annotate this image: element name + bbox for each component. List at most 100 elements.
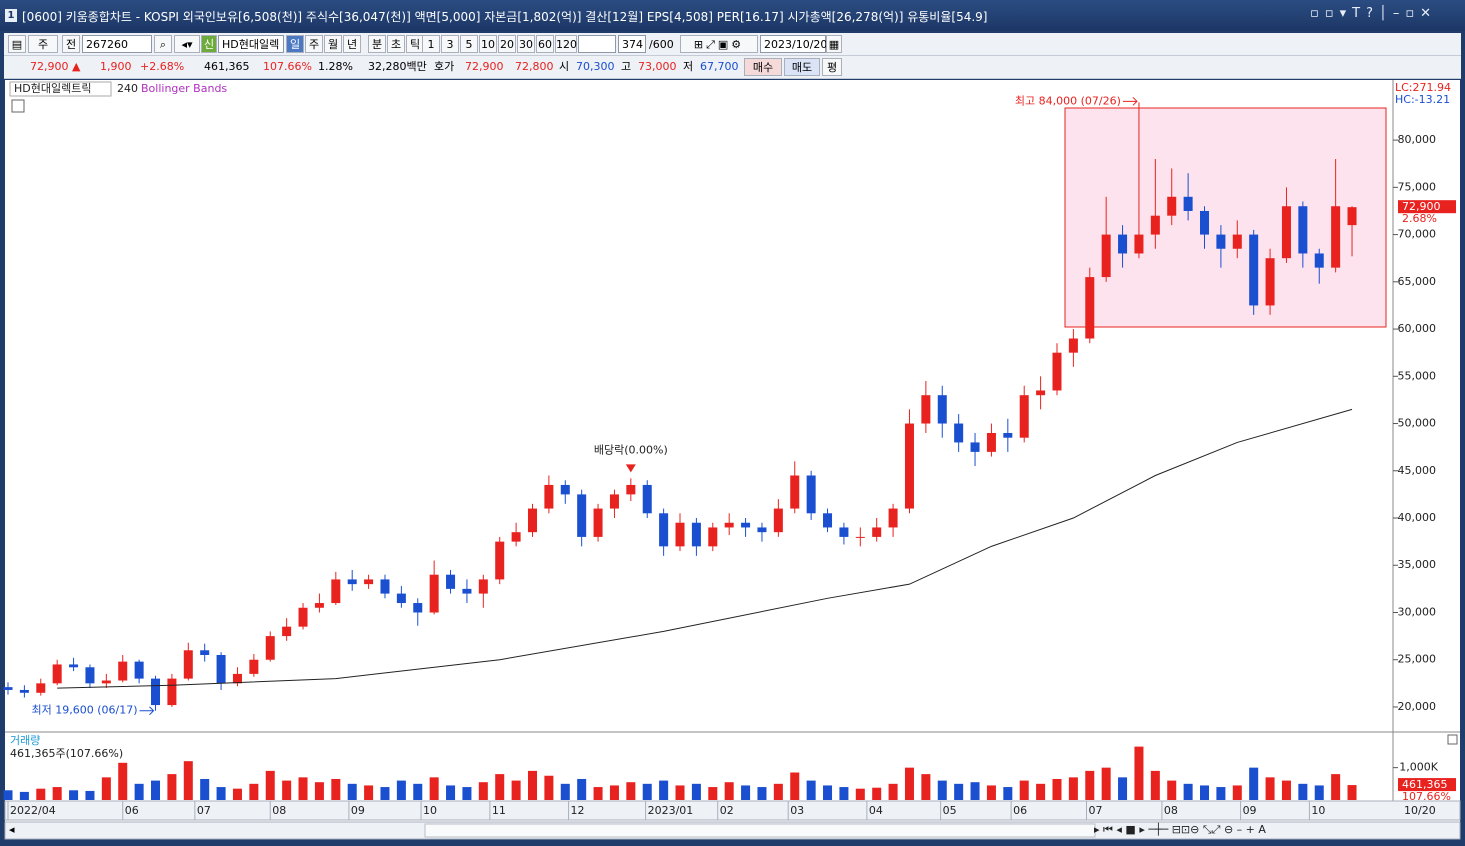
annotation-high: 최고 84,000 (07/26) <box>1015 94 1121 107</box>
candle-body <box>659 513 669 547</box>
toolbar-button[interactable]: 분 <box>368 35 386 53</box>
toolbar-button[interactable]: 30 <box>517 35 535 53</box>
date-input[interactable]: 2023/10/20 <box>760 35 827 53</box>
toolbar-button[interactable]: 5 <box>460 35 478 53</box>
scroll-left[interactable]: ◂ <box>9 823 15 836</box>
volume-bar <box>1036 783 1046 800</box>
arrow-dividend <box>625 464 636 473</box>
x-tick-label: 2022/04 <box>10 804 56 817</box>
window-controls[interactable]: ▫▫▾T?│–▫✕ <box>1310 6 1438 21</box>
toolbar-button[interactable]: 120 <box>555 35 577 53</box>
candle-body <box>544 484 554 509</box>
x-tick-label: 12 <box>571 804 585 817</box>
candle-body <box>560 484 570 495</box>
candle-body <box>118 661 128 681</box>
toolbar-button[interactable]: 20 <box>498 35 516 53</box>
toolbar-button[interactable]: 년 <box>343 35 361 53</box>
toolbar-button[interactable]: 60 <box>536 35 554 53</box>
candle-body <box>937 395 947 424</box>
volume-bar <box>1003 787 1013 800</box>
volume-bar <box>282 780 292 800</box>
volume-bar <box>855 788 865 800</box>
x-tick-label: 11 <box>492 804 506 817</box>
candle-body <box>904 423 914 509</box>
volume-bar <box>527 770 538 800</box>
sound-btn[interactable]: ◂▾ <box>174 35 200 53</box>
candle-body <box>642 484 652 514</box>
scroll-controls[interactable]: ▸ ⏮ ◂ ■ ▸ ─┼─ ⊟⊡⊖ ⤡⤢ ⊖ – + A <box>1094 822 1266 836</box>
arrow-low <box>139 706 155 716</box>
candle-body <box>3 687 13 690</box>
candle-body <box>839 527 849 537</box>
price-tag: 72,900 <box>1402 200 1441 213</box>
candle-body <box>167 678 177 706</box>
avg-btn[interactable]: 평 <box>822 58 842 76</box>
toolbar-button[interactable]: 주 <box>305 35 323 53</box>
market-select[interactable]: 주 <box>28 35 58 53</box>
high-label: 고 <box>621 60 632 73</box>
volume-bar <box>380 787 390 800</box>
calendar-btn[interactable]: ▦ <box>826 35 842 53</box>
candle-body <box>757 527 767 533</box>
candle-body <box>724 522 734 528</box>
volume-bar <box>1019 780 1029 800</box>
tool-buttons[interactable]: ⊞⤢▣⚙ <box>680 35 758 53</box>
toolbar-button[interactable]: 10 <box>479 35 497 53</box>
candle-body <box>85 667 95 684</box>
candle-body <box>1150 215 1160 235</box>
volume-tag: 461,365 <box>1402 778 1448 791</box>
toolbar-button[interactable]: 1 <box>422 35 440 53</box>
candle-body <box>52 664 62 684</box>
candle-body <box>1298 206 1308 254</box>
y-tick-label: 70,000 <box>1398 228 1437 241</box>
candle-body <box>1101 234 1111 278</box>
candle-body <box>741 522 751 528</box>
buy-btn[interactable]: 매수 <box>744 58 782 76</box>
grid-icon[interactable] <box>11 99 25 113</box>
x-tick-label: 07 <box>1088 804 1102 817</box>
x-tick-label: 08 <box>1164 804 1178 817</box>
volume-bar <box>19 791 29 800</box>
app-icon: 1 <box>5 9 17 22</box>
scroll-thumb[interactable] <box>424 823 1096 838</box>
toolbar-button[interactable]: 초 <box>387 35 405 53</box>
candle-body <box>1200 210 1210 235</box>
menu-btn[interactable]: ▤ <box>8 35 26 53</box>
volume-bar <box>396 780 406 800</box>
x-tick-label: 09 <box>1243 804 1257 817</box>
interval-input[interactable] <box>578 35 616 53</box>
candle-body <box>265 636 275 660</box>
candle-body <box>986 432 996 452</box>
pane-close[interactable] <box>1447 734 1458 745</box>
toolbar-button[interactable]: 월 <box>324 35 342 53</box>
candle-body <box>577 494 587 537</box>
y-tick-label: 25,000 <box>1398 653 1437 666</box>
y-tick-label: 50,000 <box>1398 417 1437 430</box>
count[interactable]: 374 <box>618 35 646 53</box>
candle-body <box>1216 234 1226 249</box>
candle-body <box>151 678 161 706</box>
price-tag-bg <box>1398 200 1456 214</box>
volume-summary: 461,365주(107.66%) <box>10 747 123 760</box>
volume-bar <box>691 783 701 800</box>
prev-btn[interactable]: 전 <box>62 35 80 53</box>
search-btn[interactable]: ⌕ <box>154 35 172 53</box>
volume-bar <box>675 785 685 800</box>
volume-ratio-tag: 107.66% <box>1402 790 1451 803</box>
volume-bar <box>1232 785 1242 800</box>
volume-bar <box>52 787 62 800</box>
code-input[interactable]: 267260 <box>82 35 152 53</box>
y-tick-label: 45,000 <box>1398 464 1437 477</box>
toolbar-button[interactable]: 3 <box>441 35 459 53</box>
sell-btn[interactable]: 매도 <box>784 58 820 76</box>
candle-body <box>380 579 390 594</box>
candle-body <box>1134 234 1144 254</box>
volume-bar <box>790 772 800 800</box>
volume-bar <box>364 785 374 800</box>
volume-bar <box>118 762 128 800</box>
badge: 신 <box>201 35 217 53</box>
volume-bar <box>1101 767 1111 800</box>
toolbar-button[interactable]: 일 <box>286 35 304 53</box>
